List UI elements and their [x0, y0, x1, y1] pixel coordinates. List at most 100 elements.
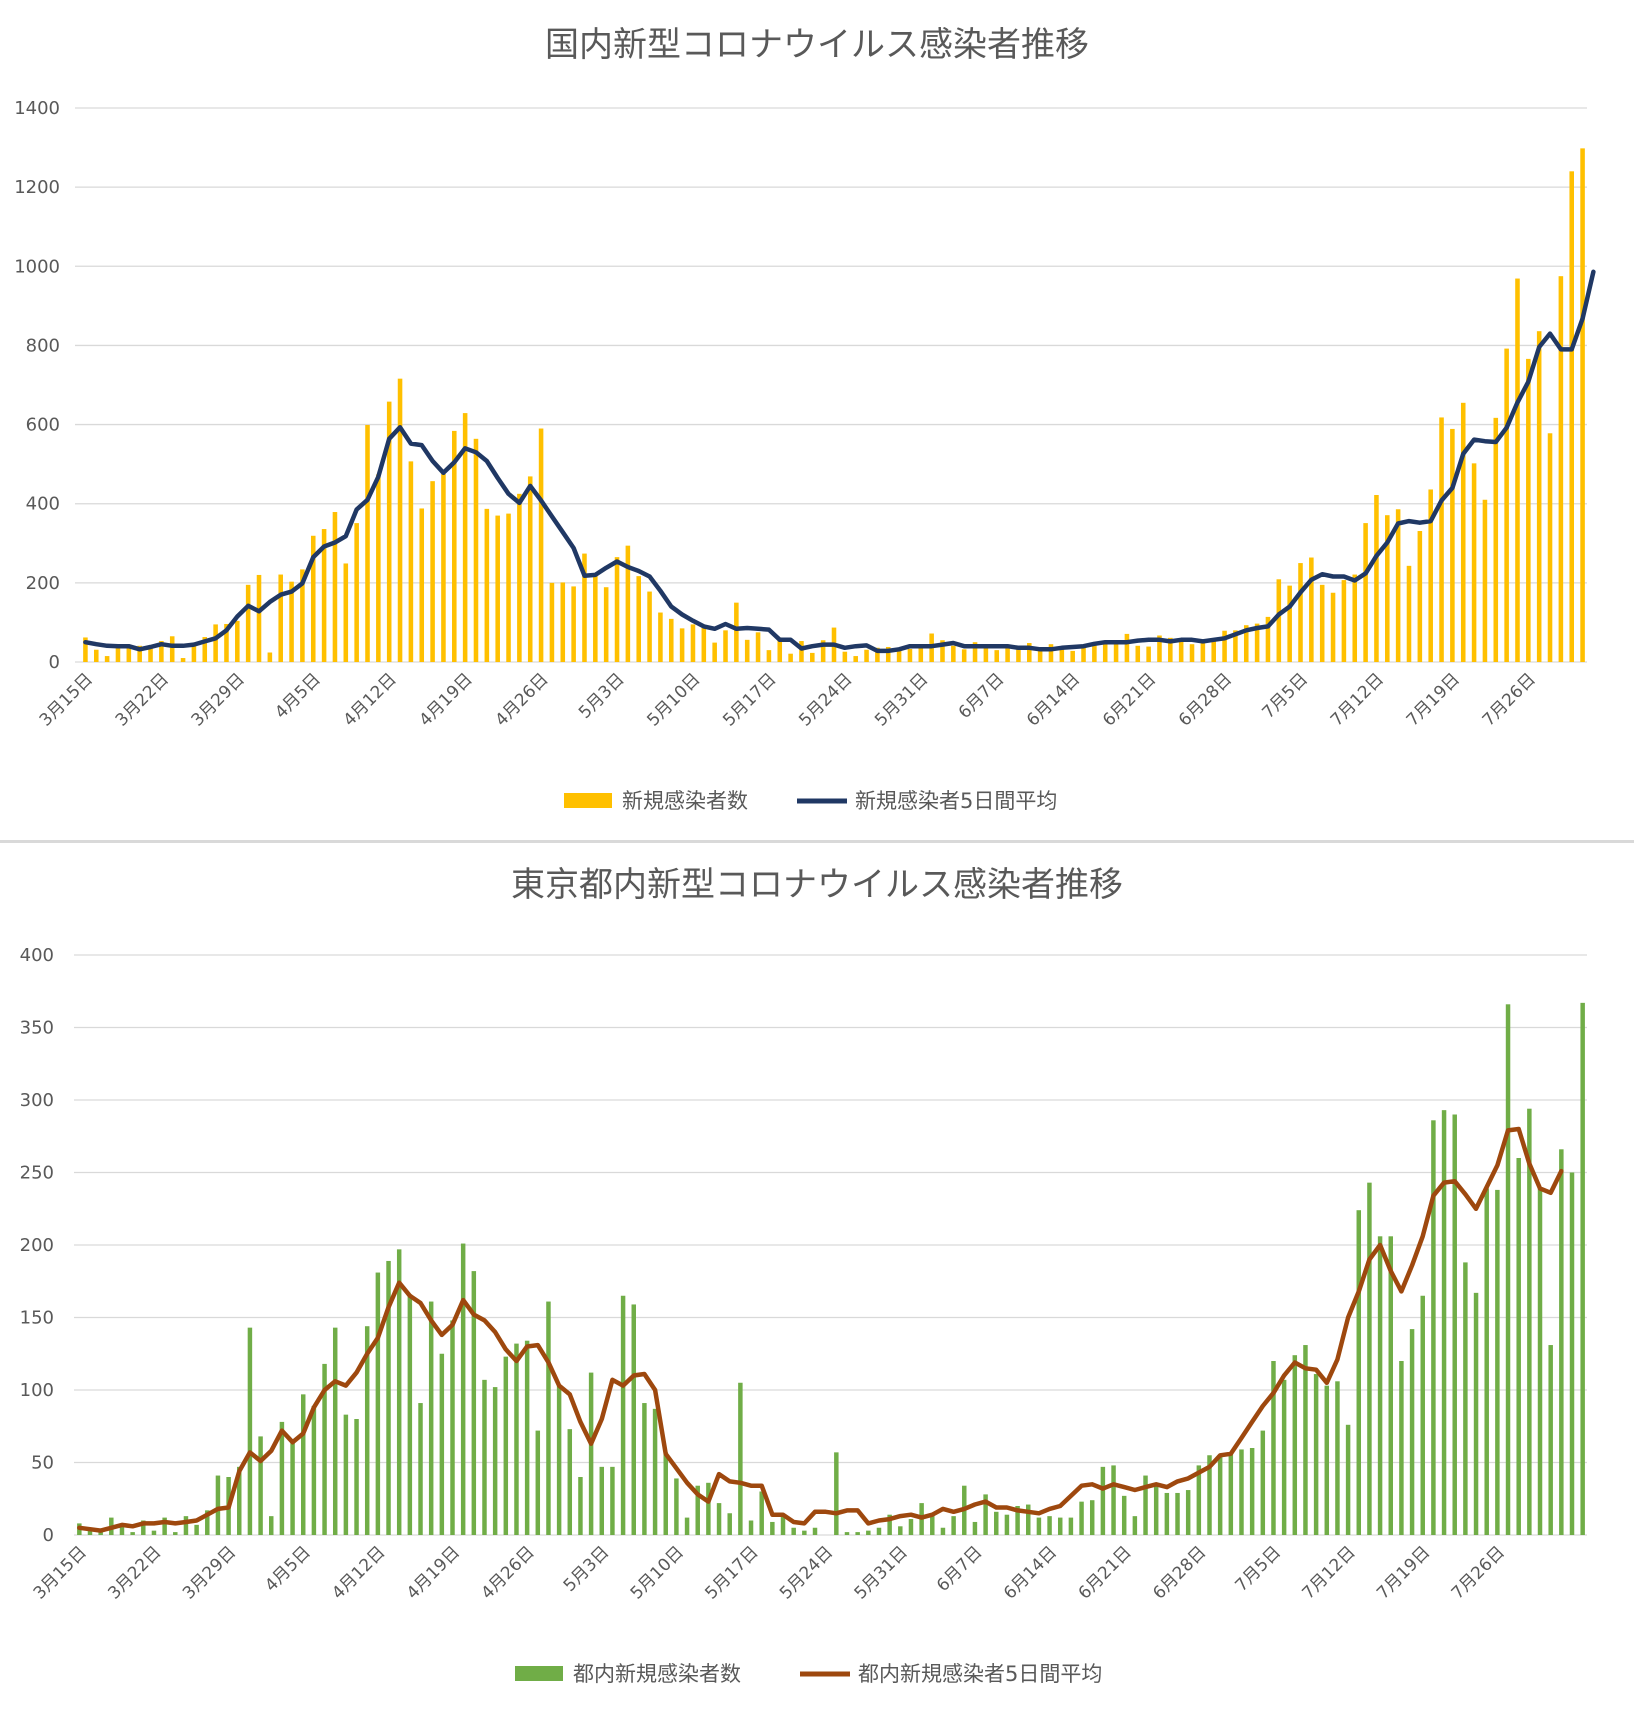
bar: [560, 582, 566, 662]
y-tick-label: 50: [31, 1453, 54, 1474]
bar: [610, 1466, 615, 1535]
bar: [397, 378, 403, 662]
bar: [450, 1320, 455, 1535]
bar: [1276, 579, 1282, 662]
bar: [812, 1527, 818, 1535]
bar: [1121, 1495, 1127, 1535]
bar: [407, 1294, 413, 1535]
bar: [1168, 637, 1173, 662]
bar: [1298, 563, 1303, 662]
bar: [1363, 523, 1368, 662]
x-tick-label: 7月19日: [1373, 1542, 1434, 1603]
bar: [237, 1466, 242, 1535]
bar: [364, 1326, 370, 1535]
bar: [300, 1394, 306, 1535]
bar: [1178, 639, 1184, 662]
bar: [386, 1260, 391, 1535]
legend-bar-label: 新規感染者数: [622, 789, 748, 813]
bar: [354, 523, 359, 662]
bar: [354, 1419, 359, 1535]
bar: [1439, 417, 1444, 662]
bar: [625, 545, 631, 662]
bar: [1068, 1517, 1074, 1535]
bar: [1135, 645, 1141, 662]
bar: [1089, 1500, 1095, 1535]
bar: [1260, 1430, 1266, 1535]
bar: [267, 652, 273, 662]
x-tick-label: 5月31日: [871, 669, 932, 730]
bar: [1420, 1295, 1425, 1535]
bar: [1345, 1424, 1351, 1535]
bar: [256, 574, 262, 662]
bar: [1309, 557, 1314, 662]
bar: [1047, 1516, 1052, 1535]
bar: [310, 535, 316, 662]
bar: [759, 1491, 764, 1535]
bar: [408, 461, 414, 662]
bar: [1189, 644, 1195, 662]
legend-bar-swatch: [515, 1666, 563, 1681]
bar: [365, 424, 370, 662]
x-tick-label: 6月21日: [1075, 1542, 1136, 1603]
bar: [452, 430, 457, 662]
bar: [343, 1414, 349, 1535]
bar: [853, 656, 858, 662]
bar: [983, 645, 989, 662]
bar: [636, 576, 641, 662]
bar: [482, 1379, 487, 1535]
bar: [183, 1516, 189, 1535]
bar: [842, 651, 848, 662]
bar: [546, 1301, 551, 1535]
bar: [940, 1527, 946, 1535]
x-tick-label: 6月14日: [1000, 1542, 1061, 1603]
bar: [332, 1327, 338, 1535]
bar: [780, 1514, 786, 1535]
legend-line-label: 新規感染者5日間平均: [855, 789, 1057, 813]
bar: [855, 1532, 860, 1535]
bar: [908, 1519, 914, 1535]
y-tick-label: 1200: [14, 177, 60, 198]
legend: 新規感染者数 新規感染者5日間平均: [564, 789, 1057, 813]
bar: [549, 582, 555, 662]
bar: [799, 641, 804, 662]
bar: [104, 656, 110, 662]
bar: [439, 1353, 445, 1535]
bar: [727, 1513, 732, 1535]
bar: [620, 1295, 626, 1535]
bar: [1409, 1329, 1415, 1535]
bar: [471, 1271, 477, 1535]
y-tick-label: 0: [49, 652, 60, 673]
bar: [278, 574, 283, 662]
bar: [1016, 645, 1021, 662]
legend: 都内新規感染者数 都内新規感染者5日間平均: [515, 1662, 1102, 1686]
bar: [1004, 1514, 1010, 1535]
x-tick-label: 5月10日: [627, 1542, 688, 1603]
bar: [514, 1343, 519, 1535]
bar: [1222, 630, 1227, 662]
tokyo-chart-panel: 東京都内新型コロナウイルス感染者推移 0 50 100 150 200 250 300 350…: [0, 845, 1634, 1714]
x-tick-label: 4月5日: [271, 669, 324, 722]
bar: [1175, 1492, 1180, 1535]
bar: [115, 644, 121, 662]
bar: [473, 438, 479, 662]
legend-bar-swatch: [564, 793, 612, 808]
bar: [631, 1304, 636, 1535]
bar: [462, 413, 468, 662]
bar: [137, 645, 142, 662]
bar: [332, 512, 338, 662]
y-tick-label: 800: [26, 335, 60, 356]
bar: [716, 1503, 722, 1535]
bar: [1515, 278, 1520, 662]
bar: [918, 644, 924, 662]
bar: [876, 1527, 882, 1535]
x-tick-label: 5月24日: [776, 1542, 837, 1603]
bar: [495, 515, 500, 662]
bar: [723, 630, 728, 662]
bar: [1217, 1456, 1223, 1535]
x-tick-label: 7月26日: [1448, 1542, 1509, 1603]
x-tick-label: 4月26日: [478, 1542, 539, 1603]
bar: [994, 1511, 999, 1535]
x-tick-label: 5月24日: [795, 669, 856, 730]
bar: [1070, 650, 1075, 662]
bar: [1580, 148, 1585, 662]
